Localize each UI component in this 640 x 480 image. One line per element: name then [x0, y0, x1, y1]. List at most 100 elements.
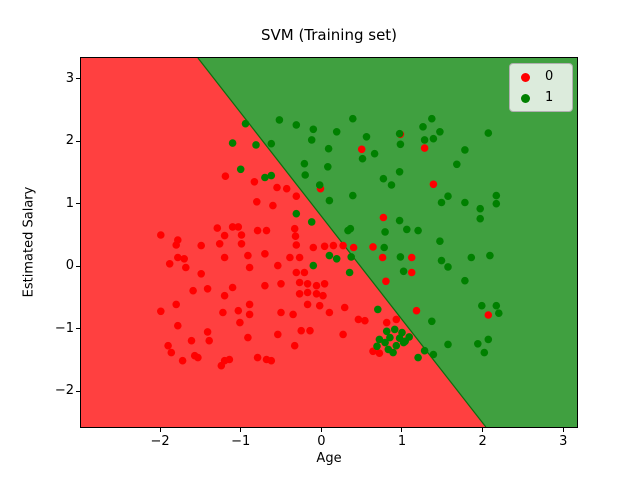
- x-tick-mark: [401, 428, 403, 432]
- scatter-point-class0: [329, 241, 338, 250]
- scatter-point-class0: [253, 353, 262, 362]
- scatter-point-class0: [220, 253, 229, 262]
- scatter-point-class1: [492, 199, 501, 208]
- scatter-point-class1: [392, 341, 401, 350]
- scatter-point-class0: [297, 326, 305, 335]
- x-tick-label: 1: [397, 434, 407, 449]
- scatter-point-class0: [361, 316, 369, 325]
- scatter-point-class0: [220, 291, 229, 300]
- scatter-point-class1: [398, 328, 406, 337]
- scatter-point-class0: [349, 243, 358, 252]
- x-axis-label: Age: [316, 451, 342, 466]
- x-tick-label: 2: [478, 434, 487, 449]
- scatter-point-class0: [244, 251, 252, 260]
- x-tick-mark: [482, 428, 484, 432]
- scatter-plot-canvas: [81, 58, 577, 427]
- scatter-point-class1: [444, 192, 452, 200]
- scatter-point-class0: [197, 241, 205, 250]
- x-tick-label: −1: [231, 434, 251, 449]
- scatter-point-class1: [414, 226, 422, 235]
- scatter-point-class0: [295, 253, 304, 262]
- y-axis-label: Estimated Salary: [21, 186, 37, 298]
- scatter-point-class1: [382, 327, 391, 336]
- y-tick-label: 3: [65, 70, 74, 86]
- scatter-point-class0: [172, 300, 180, 309]
- scatter-point-class0: [174, 253, 182, 262]
- scatter-point-class0: [178, 356, 187, 365]
- plot-area: [80, 57, 578, 428]
- scatter-point-class0: [261, 281, 269, 290]
- scatter-point-class1: [484, 335, 493, 344]
- scatter-point-class0: [228, 283, 237, 292]
- scatter-point-class0: [407, 268, 416, 277]
- scatter-point-class1: [325, 196, 334, 205]
- scatter-point-class1: [428, 114, 436, 123]
- scatter-point-class0: [320, 280, 329, 288]
- y-tick-label: 2: [65, 133, 74, 149]
- scatter-point-class0: [167, 348, 176, 357]
- scatter-point-class1: [428, 317, 436, 326]
- scatter-point-class0: [286, 253, 294, 262]
- scatter-point-class0: [412, 306, 421, 315]
- scatter-point-class0: [339, 241, 347, 250]
- scatter-point-class1: [349, 191, 357, 200]
- scatter-point-class1: [486, 251, 494, 260]
- scatter-point-class0: [174, 321, 182, 330]
- scatter-point-class0: [228, 223, 237, 231]
- decision-region-class0: [81, 58, 486, 427]
- scatter-point-class1: [437, 198, 446, 207]
- legend: 0 1: [509, 63, 573, 112]
- scatter-point-class1: [444, 340, 452, 349]
- scatter-point-class0: [306, 326, 314, 335]
- scatter-point-class1: [420, 346, 429, 355]
- scatter-point-class0: [194, 353, 202, 362]
- scatter-point-class1: [419, 123, 427, 131]
- scatter-point-class1: [252, 141, 260, 149]
- scatter-point-class1: [345, 268, 354, 277]
- x-tick-mark: [562, 428, 564, 432]
- scatter-point-class1: [374, 305, 382, 314]
- scatter-point-class0: [172, 241, 180, 249]
- scatter-point-class1: [405, 333, 414, 341]
- scatter-point-class0: [157, 231, 165, 239]
- scatter-point-class0: [197, 270, 205, 278]
- scatter-point-class0: [273, 183, 281, 192]
- scatter-point-class1: [395, 168, 404, 176]
- scatter-point-class1: [228, 139, 237, 147]
- scatter-point-class0: [309, 243, 318, 252]
- scatter-point-class1: [476, 214, 485, 223]
- scatter-point-class0: [253, 226, 262, 235]
- scatter-point-class0: [205, 336, 213, 345]
- scatter-point-class0: [213, 224, 222, 232]
- scatter-point-class1: [453, 160, 461, 169]
- scatter-point-class0: [189, 286, 197, 295]
- y-tick-mark: [76, 390, 80, 392]
- scatter-point-class1: [403, 225, 411, 234]
- scatter-point-class1: [332, 255, 341, 263]
- scatter-point-class1: [484, 129, 493, 137]
- scatter-point-class0: [484, 311, 493, 319]
- scatter-point-class1: [467, 253, 476, 262]
- scatter-point-class1: [436, 128, 444, 136]
- scatter-point-class1: [346, 224, 355, 233]
- scatter-point-class1: [414, 353, 422, 362]
- decision-region-class1: [197, 58, 577, 427]
- scatter-point-class1: [461, 198, 469, 207]
- scatter-point-class1: [379, 174, 388, 183]
- scatter-point-class0: [291, 232, 300, 240]
- scatter-point-class1: [444, 263, 452, 271]
- scatter-point-class0: [274, 330, 282, 339]
- scatter-point-class0: [369, 243, 377, 251]
- scatter-point-class0: [269, 201, 277, 210]
- scatter-point-class1: [315, 181, 324, 189]
- scatter-point-class0: [245, 263, 254, 272]
- y-tick-label: −2: [54, 383, 74, 399]
- scatter-point-class0: [340, 303, 349, 312]
- scatter-point-class0: [303, 300, 312, 309]
- legend-marker-red-icon: [521, 72, 530, 82]
- scatter-point-class1: [301, 171, 309, 179]
- scatter-point-class0: [215, 240, 224, 248]
- y-tick-mark: [76, 328, 80, 330]
- legend-item-class0: 0: [510, 68, 572, 86]
